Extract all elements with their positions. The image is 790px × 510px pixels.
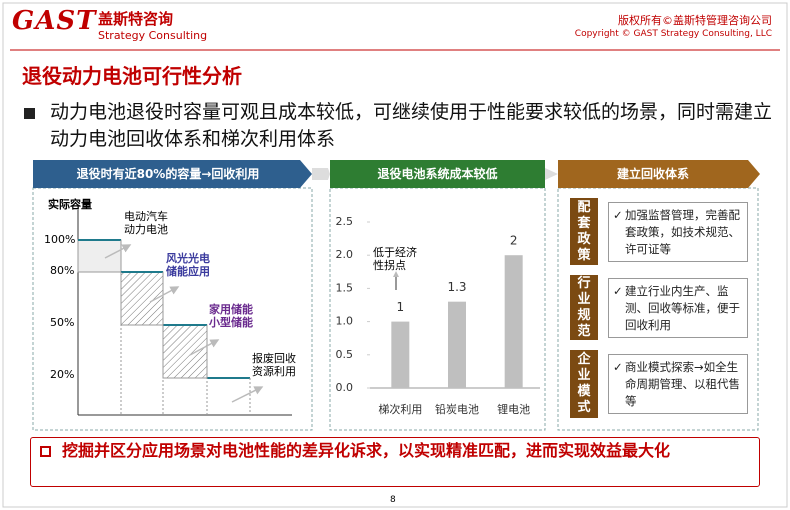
- value-label: 1: [397, 300, 405, 314]
- item-text: 商业模式探索→如全生命周期管理、以租代售等: [608, 354, 748, 414]
- stage-arrows: [104, 244, 264, 403]
- y-tick-label: 1.5: [336, 281, 354, 294]
- company-cn: 盖斯特咨询: [98, 10, 174, 28]
- conclusion-box: [30, 437, 760, 487]
- left-header-shape: [33, 160, 312, 188]
- page-number: 8: [390, 495, 396, 505]
- slide-title: 退役动力电池可行性分析: [22, 64, 242, 88]
- item-text: 建立行业内生产、监测、回收等标准，便于回收利用: [608, 278, 748, 338]
- company-en: Strategy Consulting: [98, 29, 208, 42]
- item-label: 配套政策: [570, 198, 598, 265]
- stage-label: 家用储能小型储能: [209, 303, 253, 329]
- item-label: 企业模式: [570, 350, 598, 418]
- step-guides: [120, 240, 251, 415]
- x-tick-label: 梯次利用: [378, 402, 422, 416]
- bullet-square: [24, 108, 35, 119]
- y-tick-label: 2.5: [336, 215, 354, 228]
- middle-header-shape: [330, 160, 545, 188]
- annotation: 低于经济性拐点: [373, 246, 417, 272]
- copyright-cn: 版权所有©盖斯特管理咨询公司: [618, 14, 772, 27]
- item-label: 行业规范: [570, 275, 598, 340]
- level-label: 100%: [44, 233, 76, 246]
- level-label: 20%: [50, 368, 75, 381]
- value-label: 2: [510, 234, 518, 248]
- stage-label: 电动汽车动力电池: [124, 210, 168, 236]
- level-label: 50%: [50, 316, 75, 329]
- x-tick-label: 锂电池: [497, 402, 530, 416]
- connector: [312, 168, 330, 180]
- value-label: 1.3: [447, 280, 466, 294]
- step-area: [77, 239, 122, 273]
- y-tick-label: 0.0: [336, 381, 354, 394]
- connector: [545, 168, 558, 180]
- copyright-en: Copyright © GAST Strategy Consulting, LL…: [574, 29, 772, 39]
- stage-label: 报废回收资源利用: [252, 352, 296, 378]
- level-label: 80%: [50, 264, 75, 277]
- bar: [504, 255, 523, 388]
- step-area: [120, 271, 164, 326]
- left-header: 退役时有近80%的容量→回收利用: [76, 167, 260, 181]
- step-lines: [78, 239, 250, 379]
- bar: [448, 301, 466, 388]
- step-area: [162, 324, 208, 379]
- conclusion-text: 挖掘并区分应用场景对电池性能的差异化诉求，以实现精准匹配，进而实现效益最大化: [62, 441, 671, 460]
- y-tick-label: 0.5: [336, 348, 354, 361]
- y-tick-label: 2.0: [336, 248, 354, 261]
- x-tick-label: 铅炭电池: [435, 402, 479, 416]
- bar: [391, 321, 410, 388]
- item-text: 加强监督管理，完善配套政策，如技术规范、许可证等: [608, 202, 748, 262]
- left-panel-body: [32, 187, 313, 431]
- bullet-text: 动力电池退役时容量可观且成本较低，可继续使用于性能要求较低的场景，同时需建立动力…: [50, 101, 773, 150]
- y-tick-label: 1.0: [336, 315, 354, 328]
- middle-header: 退役电池系统成本较低: [377, 167, 498, 181]
- logo: GAST: [12, 6, 97, 36]
- axis-label: 实际容量: [48, 198, 92, 211]
- conclusion-bullet: [40, 446, 51, 457]
- right-header: 建立回收体系: [616, 167, 689, 181]
- right-header-shape: [558, 160, 760, 188]
- stage-label: 风光光电储能应用: [166, 252, 210, 278]
